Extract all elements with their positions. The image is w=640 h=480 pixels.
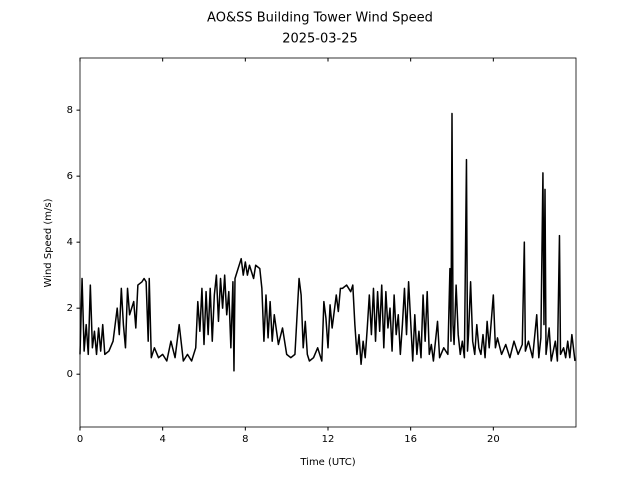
- chart-title: AO&SS Building Tower Wind Speed: [207, 11, 433, 26]
- x-tick-label: 8: [242, 434, 248, 445]
- x-axis-label: Time (UTC): [299, 457, 355, 468]
- y-tick-label: 6: [67, 171, 73, 182]
- y-axis-label: Wind Speed (m/s): [43, 198, 54, 287]
- x-tick-label: 16: [404, 434, 417, 445]
- plot-frame: [79, 57, 577, 428]
- y-tick-label: 4: [67, 237, 73, 248]
- y-tick-label: 0: [67, 369, 73, 380]
- x-tick-label: 4: [159, 434, 165, 445]
- y-tick-label: 8: [67, 105, 73, 116]
- chart-subtitle: 2025-03-25: [282, 32, 358, 47]
- x-tick-label: 12: [322, 434, 335, 445]
- x-tick-label: 20: [487, 434, 500, 445]
- y-tick-label: 2: [67, 303, 73, 314]
- wind-speed-line: [79, 112, 576, 372]
- x-tick-label: 0: [77, 434, 83, 445]
